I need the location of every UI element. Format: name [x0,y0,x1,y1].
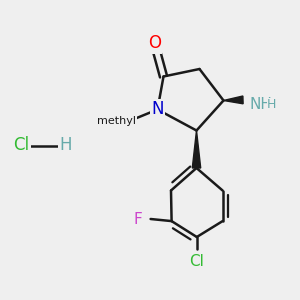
Text: N: N [151,100,164,118]
Text: F: F [134,212,142,226]
Polygon shape [192,130,201,168]
Text: methyl: methyl [121,122,125,124]
Text: Cl: Cl [14,136,30,154]
Text: O: O [148,34,161,52]
Text: H: H [267,98,276,111]
Text: NH: NH [250,97,272,112]
Polygon shape [224,96,243,104]
Text: Cl: Cl [189,254,204,269]
Text: H: H [59,136,72,154]
Text: methyl: methyl [98,116,136,127]
Text: methyl: methyl [110,121,115,122]
